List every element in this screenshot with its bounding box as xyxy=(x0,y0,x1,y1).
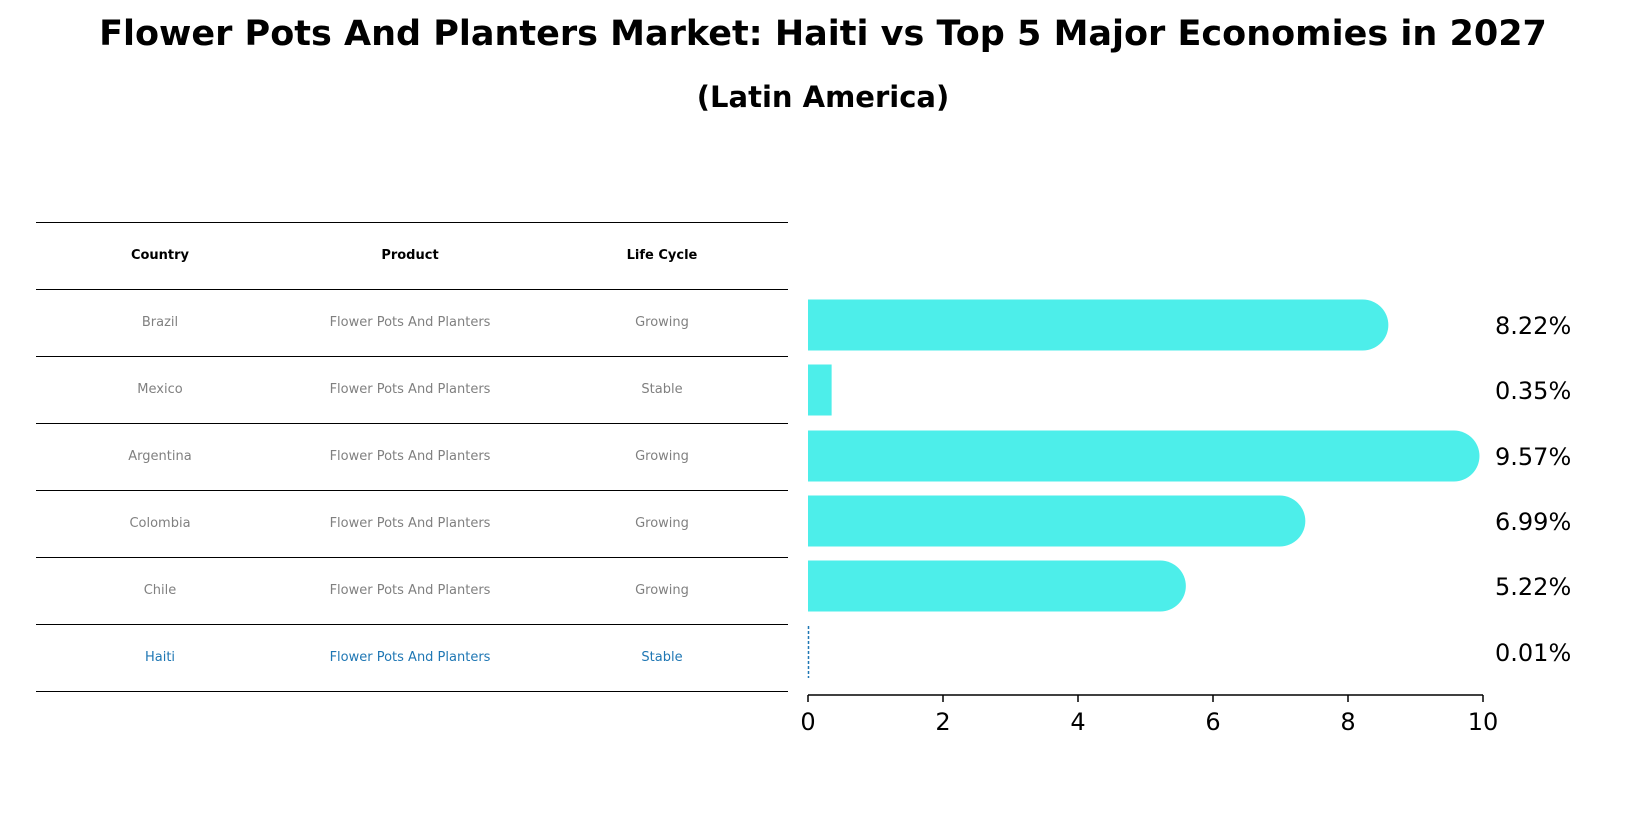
table-row-rule xyxy=(36,356,788,357)
table-cell-country: Haiti xyxy=(144,649,176,665)
table-cell-country: Chile xyxy=(143,582,177,598)
table-cell-life-cycle: Stable xyxy=(641,381,683,397)
table-cell-product: Flower Pots And Planters xyxy=(329,515,491,531)
x-tick-label: 2 xyxy=(935,708,950,736)
bar-mexico xyxy=(808,364,832,416)
table-cell-life-cycle: Stable xyxy=(641,649,683,665)
x-tick-label: 4 xyxy=(1070,708,1085,736)
table-cell-country: Mexico xyxy=(137,381,183,397)
table-row-rule xyxy=(36,624,788,625)
value-label: 6.99% xyxy=(1495,508,1571,536)
table-cell-life-cycle: Growing xyxy=(635,314,689,330)
table-top-rule xyxy=(36,222,788,223)
table-header-rule xyxy=(36,289,788,290)
value-label: 5.22% xyxy=(1495,573,1571,601)
table-cell-product: Flower Pots And Planters xyxy=(329,649,491,665)
table-cell-country: Colombia xyxy=(129,515,191,531)
table-row-rule xyxy=(36,557,788,558)
value-label: 0.35% xyxy=(1495,377,1571,405)
table-cell-country: Brazil xyxy=(141,314,179,330)
chart-title: Flower Pots And Planters Market: Haiti v… xyxy=(99,14,1547,54)
table-cell-country: Argentina xyxy=(128,448,192,464)
bar-colombia xyxy=(808,495,1306,547)
table-header-country: Country xyxy=(130,247,190,263)
table-cell-product: Flower Pots And Planters xyxy=(329,582,491,598)
x-tick-label: 10 xyxy=(1468,708,1499,736)
table-row-rule xyxy=(36,490,788,491)
table-cell-life-cycle: Growing xyxy=(635,448,689,464)
chart-subtitle: (Latin America) xyxy=(696,80,950,114)
value-label: 9.57% xyxy=(1495,443,1571,471)
x-tick-label: 8 xyxy=(1340,708,1355,736)
table-cell-life-cycle: Growing xyxy=(635,582,689,598)
value-label: 8.22% xyxy=(1495,312,1571,340)
table-cell-product: Flower Pots And Planters xyxy=(329,314,491,330)
bar-brazil xyxy=(808,299,1389,351)
bar-chile xyxy=(808,560,1186,612)
table-header-life-cycle: Life Cycle xyxy=(626,247,698,263)
x-tick-label: 0 xyxy=(800,708,815,736)
value-label: 0.01% xyxy=(1495,639,1571,667)
table-cell-life-cycle: Growing xyxy=(635,515,689,531)
x-tick-label: 6 xyxy=(1205,708,1220,736)
table-cell-product: Flower Pots And Planters xyxy=(329,448,491,464)
table-header-product: Product xyxy=(381,247,439,263)
table-row-rule xyxy=(36,691,788,692)
bar-argentina xyxy=(808,430,1480,482)
table-row-rule xyxy=(36,423,788,424)
table-cell-product: Flower Pots And Planters xyxy=(329,381,491,397)
